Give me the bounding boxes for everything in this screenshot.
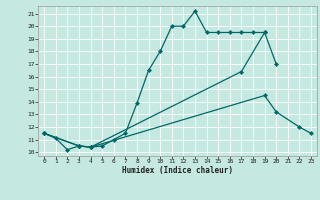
X-axis label: Humidex (Indice chaleur): Humidex (Indice chaleur) [122, 166, 233, 175]
